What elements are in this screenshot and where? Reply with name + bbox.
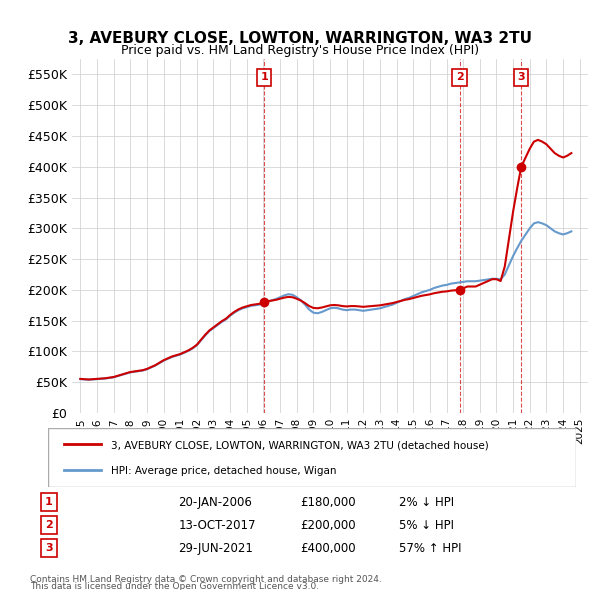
Text: £180,000: £180,000: [300, 496, 356, 509]
Text: HPI: Average price, detached house, Wigan: HPI: Average price, detached house, Wiga…: [112, 467, 337, 476]
Text: Price paid vs. HM Land Registry's House Price Index (HPI): Price paid vs. HM Land Registry's House …: [121, 44, 479, 57]
Text: 3, AVEBURY CLOSE, LOWTON, WARRINGTON, WA3 2TU (detached house): 3, AVEBURY CLOSE, LOWTON, WARRINGTON, WA…: [112, 441, 489, 450]
Text: 1: 1: [45, 497, 53, 507]
Text: Contains HM Land Registry data © Crown copyright and database right 2024.: Contains HM Land Registry data © Crown c…: [30, 575, 382, 584]
Text: 5% ↓ HPI: 5% ↓ HPI: [400, 519, 454, 532]
Text: 3, AVEBURY CLOSE, LOWTON, WARRINGTON, WA3 2TU: 3, AVEBURY CLOSE, LOWTON, WARRINGTON, WA…: [68, 31, 532, 46]
Text: £400,000: £400,000: [300, 542, 356, 555]
Text: 3: 3: [45, 543, 53, 553]
Text: 1: 1: [260, 73, 268, 83]
FancyBboxPatch shape: [48, 428, 576, 487]
Text: £200,000: £200,000: [300, 519, 356, 532]
Text: 2% ↓ HPI: 2% ↓ HPI: [400, 496, 454, 509]
Text: 2: 2: [45, 520, 53, 530]
Text: 2: 2: [456, 73, 464, 83]
Text: 13-OCT-2017: 13-OCT-2017: [179, 519, 256, 532]
Text: 20-JAN-2006: 20-JAN-2006: [179, 496, 253, 509]
Text: This data is licensed under the Open Government Licence v3.0.: This data is licensed under the Open Gov…: [30, 582, 319, 590]
Text: 57% ↑ HPI: 57% ↑ HPI: [400, 542, 462, 555]
Text: 29-JUN-2021: 29-JUN-2021: [179, 542, 253, 555]
Text: 3: 3: [517, 73, 525, 83]
